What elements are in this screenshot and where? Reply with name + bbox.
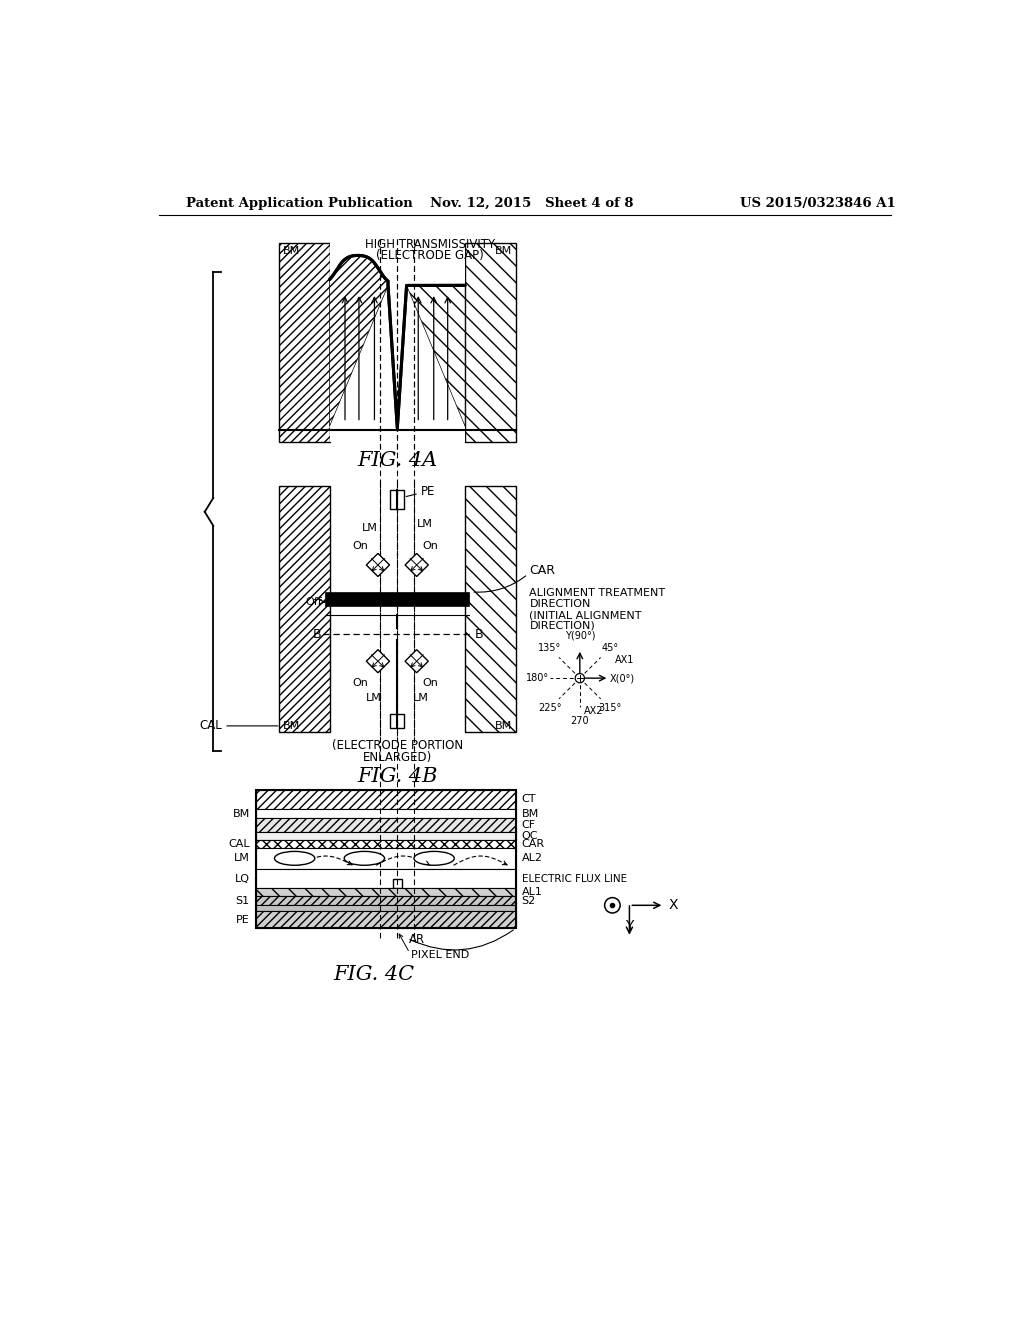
Text: DIRECTION: DIRECTION [529, 599, 591, 610]
Text: B: B [312, 628, 321, 640]
Ellipse shape [344, 851, 385, 866]
Text: BM: BM [495, 721, 512, 731]
Text: FIG. 4B: FIG. 4B [357, 767, 437, 787]
Text: OC: OC [521, 832, 539, 841]
Bar [256, 789, 515, 928]
Text: LM: LM [362, 523, 378, 533]
Text: BM: BM [521, 809, 539, 818]
Text: AR: AR [409, 933, 425, 946]
Text: CF: CF [521, 820, 536, 830]
Text: Y: Y [626, 919, 634, 933]
Bar [465, 486, 515, 733]
Bar [256, 840, 515, 847]
Text: AX2: AX2 [584, 706, 603, 717]
Bar [390, 490, 404, 508]
Bar [256, 869, 515, 888]
Text: 225°: 225° [538, 704, 561, 713]
Polygon shape [406, 553, 428, 577]
Text: AX1: AX1 [614, 655, 634, 665]
Text: CAR: CAR [529, 564, 555, 577]
Text: On: On [422, 677, 438, 688]
Text: (INITIAL ALIGNMENT: (INITIAL ALIGNMENT [529, 610, 642, 620]
Bar [256, 789, 515, 809]
Text: ELECTRIC FLUX LINE: ELECTRIC FLUX LINE [521, 874, 627, 883]
Bar [326, 594, 469, 606]
Text: CT: CT [521, 795, 537, 804]
Bar [256, 888, 515, 896]
Text: (ELECTRODE PORTION: (ELECTRODE PORTION [332, 739, 463, 752]
Circle shape [604, 898, 621, 913]
Text: Off: Off [305, 597, 322, 607]
Text: CAL: CAL [228, 838, 250, 849]
Bar [390, 714, 404, 729]
Text: DIRECTION): DIRECTION) [529, 620, 595, 631]
Text: S1: S1 [236, 896, 250, 906]
Bar [256, 832, 515, 840]
Text: LM: LM [417, 519, 432, 529]
Polygon shape [367, 553, 389, 577]
Bar [256, 809, 515, 818]
Text: PE: PE [421, 486, 435, 499]
Bar [256, 847, 515, 869]
Text: FIG. 4C: FIG. 4C [334, 965, 415, 985]
Bar [256, 911, 515, 928]
Text: US 2015/0323846 A1: US 2015/0323846 A1 [740, 197, 896, 210]
Bar [280, 486, 330, 733]
Polygon shape [406, 649, 428, 673]
Text: Nov. 12, 2015   Sheet 4 of 8: Nov. 12, 2015 Sheet 4 of 8 [430, 197, 634, 210]
Ellipse shape [274, 851, 314, 866]
Text: CAL: CAL [200, 719, 222, 733]
Text: X: X [669, 899, 679, 912]
Polygon shape [407, 285, 465, 426]
Polygon shape [330, 255, 388, 426]
Bar [256, 896, 515, 906]
Text: BM: BM [283, 246, 300, 256]
Text: On: On [352, 677, 368, 688]
Text: 270: 270 [570, 715, 589, 726]
Text: X(0°): X(0°) [610, 673, 635, 684]
Ellipse shape [414, 851, 455, 866]
Bar [256, 818, 515, 832]
Text: S2: S2 [521, 896, 536, 906]
Text: FIG. 4A: FIG. 4A [357, 450, 437, 470]
Text: HIGH TRANSMISSIVITY: HIGH TRANSMISSIVITY [366, 238, 496, 251]
Text: CAR: CAR [521, 838, 545, 849]
Text: PE: PE [236, 915, 250, 925]
Text: AL2: AL2 [521, 853, 543, 863]
Text: B: B [474, 628, 483, 640]
Text: LM: LM [413, 693, 428, 704]
Text: BM: BM [495, 246, 512, 256]
Bar [465, 243, 515, 442]
Text: 45°: 45° [601, 643, 618, 653]
Text: LQ: LQ [234, 874, 250, 883]
Text: Y(90°): Y(90°) [564, 631, 595, 640]
Bar [330, 243, 465, 442]
Text: On: On [422, 541, 438, 550]
Circle shape [575, 673, 585, 682]
Text: LM: LM [367, 693, 382, 704]
Text: BM: BM [232, 809, 250, 818]
Text: (ELECTRODE GAP): (ELECTRODE GAP) [377, 249, 484, 261]
Bar [280, 243, 330, 442]
Text: ALIGNMENT TREATMENT: ALIGNMENT TREATMENT [529, 589, 666, 598]
Text: LM: LM [233, 853, 250, 863]
Text: On: On [352, 541, 368, 550]
Text: 135°: 135° [538, 643, 561, 653]
Text: BM: BM [283, 721, 300, 731]
Polygon shape [367, 649, 389, 673]
Text: ENLARGED): ENLARGED) [362, 751, 432, 764]
Bar [256, 906, 515, 911]
Text: 180°: 180° [525, 673, 549, 684]
Text: Patent Application Publication: Patent Application Publication [186, 197, 413, 210]
Text: 315°: 315° [598, 704, 622, 713]
Bar [392, 879, 402, 888]
Text: AL1: AL1 [521, 887, 543, 898]
Text: PIXEL END: PIXEL END [412, 950, 470, 961]
